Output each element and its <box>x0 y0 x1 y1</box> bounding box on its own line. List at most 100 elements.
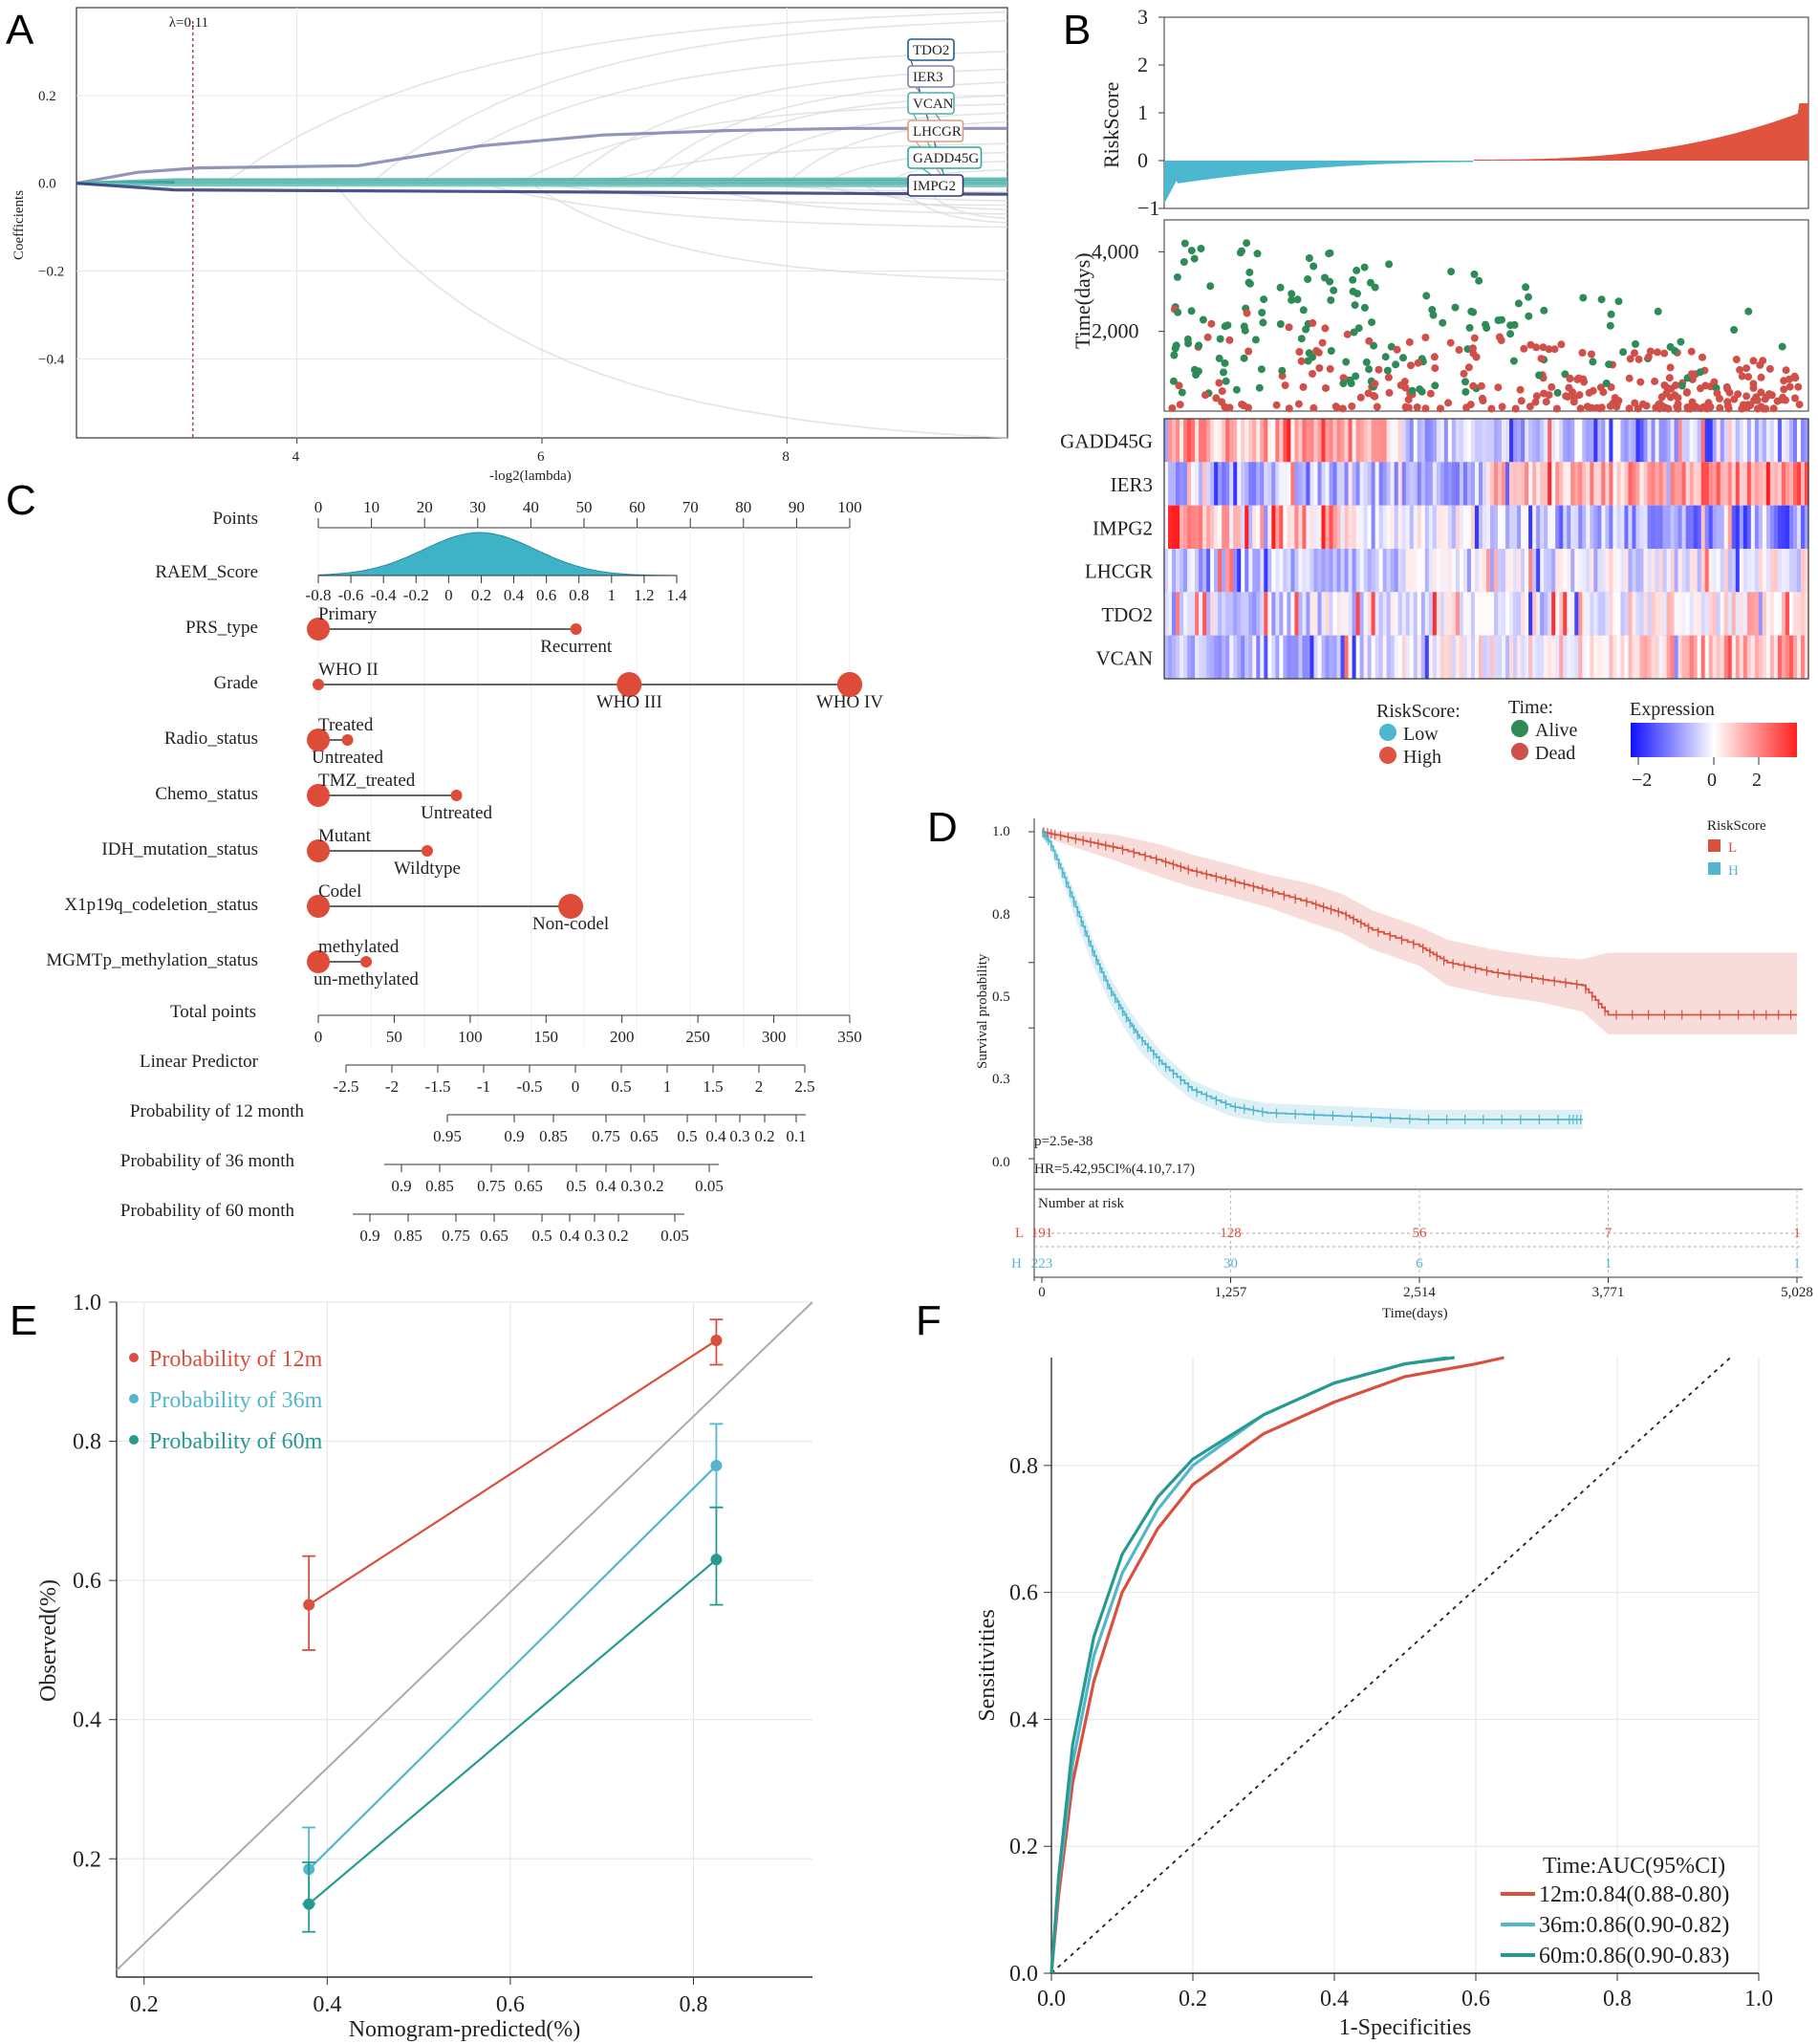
category-label-b: Non-codel <box>532 914 609 934</box>
heatmap-cell <box>1708 419 1714 463</box>
heatmap-cell <box>1586 505 1591 549</box>
heatmap-cell <box>1605 462 1610 506</box>
dead-point <box>1487 404 1496 413</box>
heatmap-cell <box>1180 505 1184 549</box>
dead-point <box>1309 403 1318 412</box>
dead-point <box>1631 349 1638 358</box>
heatmap-cell <box>1601 505 1606 549</box>
heatmap-cell <box>1451 549 1457 593</box>
dead-point <box>1749 380 1758 388</box>
dead-point <box>1223 404 1231 412</box>
dead-point <box>1672 381 1680 389</box>
heatmap-cell <box>1582 635 1587 679</box>
heatmap-cell <box>1490 549 1495 593</box>
heatmap-cell <box>1294 505 1300 549</box>
heatmap-cell <box>1455 462 1461 506</box>
heatmap-cell <box>1340 635 1346 679</box>
heatmap-cell <box>1470 462 1476 506</box>
heatmap-cell <box>1340 462 1346 506</box>
panel-label-e: E <box>10 1297 37 1344</box>
heatmap-cell <box>1329 635 1334 679</box>
heatmap-cell <box>1237 462 1242 506</box>
heatmap-cell <box>1225 462 1230 506</box>
heatmap-cell <box>1540 635 1545 679</box>
y-tick-label-b: 1 <box>1137 100 1148 124</box>
heatmap-cell <box>1332 419 1338 463</box>
heatmap-cell <box>1620 462 1626 506</box>
alive-point <box>1447 268 1456 276</box>
heatmap-cell <box>1559 592 1564 636</box>
alive-point <box>1677 381 1686 390</box>
heatmap-cell <box>1804 592 1809 636</box>
heatmap-cell <box>1666 462 1672 506</box>
heatmap-cell <box>1164 549 1169 593</box>
heatmap-cell <box>1540 592 1545 636</box>
heatmap-cell <box>1685 549 1691 593</box>
heatmap-cell <box>1612 549 1617 593</box>
heatmap-row-label: TDO2 <box>1101 603 1153 626</box>
heatmap-cell <box>1781 505 1786 549</box>
heatmap-cell <box>1206 635 1211 679</box>
heatmap-cell <box>1723 419 1729 463</box>
alive-point <box>1288 290 1296 298</box>
x-tick-label-e: 0.8 <box>679 1992 707 2017</box>
heatmap-cell <box>1716 462 1721 506</box>
calibration-line-1 <box>308 1465 718 1870</box>
heatmap-cell <box>1313 419 1319 463</box>
category-dot-a <box>307 895 330 918</box>
dead-point <box>1431 364 1439 373</box>
alive-point <box>1276 283 1285 292</box>
total-tick-label: 200 <box>610 1028 635 1046</box>
dead-point <box>1575 391 1584 400</box>
heatmap-cell <box>1313 462 1319 506</box>
alive-point <box>1614 297 1623 306</box>
heatmap-cell <box>1374 505 1380 549</box>
heatmap-cell <box>1758 635 1764 679</box>
heatmap-cell <box>1544 635 1548 679</box>
heatmap-cell <box>1424 462 1430 506</box>
heatmap-cell <box>1336 635 1342 679</box>
heatmap-cell <box>1424 635 1430 679</box>
heatmap-cell <box>1470 505 1476 549</box>
category-label-a: Mutant <box>318 826 372 846</box>
heatmap-cell <box>1386 549 1392 593</box>
heatmap-cell <box>1462 505 1468 549</box>
alive-point <box>1365 365 1374 374</box>
alive-point <box>1180 239 1189 248</box>
heatmap-cell <box>1222 635 1226 679</box>
heatmap-cell <box>1241 592 1245 636</box>
dead-point <box>1356 393 1365 402</box>
heatmap-cell <box>1685 505 1691 549</box>
heatmap-cell <box>1302 549 1308 593</box>
heatmap-cell <box>1233 549 1238 593</box>
heatmap-cell <box>1689 462 1695 506</box>
heatmap-cell <box>1635 592 1641 636</box>
heatmap-cell <box>1601 462 1606 506</box>
heatmap-cell <box>1593 505 1598 549</box>
heatmap-cell <box>1754 635 1760 679</box>
heatmap-cell <box>1788 419 1794 463</box>
heatmap-cell <box>1332 635 1338 679</box>
heatmap-cell <box>1624 549 1630 593</box>
alive-point <box>1243 239 1251 248</box>
y-tick-label-e: 0.2 <box>73 1847 101 1872</box>
heatmap-cell <box>1202 462 1207 506</box>
dead-point <box>1511 404 1520 413</box>
legend-alive-dot <box>1511 720 1528 737</box>
gene-box-vcan <box>907 92 955 115</box>
prob-tick-label: 0.3 <box>729 1127 749 1145</box>
alive-point <box>1236 249 1244 257</box>
heatmap-cell <box>1498 462 1503 506</box>
alive-point <box>1342 358 1351 366</box>
heatmap-cell <box>1183 505 1188 549</box>
heatmap-cell <box>1609 549 1613 593</box>
heatmap-cell <box>1439 462 1445 506</box>
heatmap-cell <box>1490 505 1495 549</box>
dead-point <box>1212 394 1221 402</box>
heatmap-cell <box>1195 635 1200 679</box>
km-y-tick-label: 0.8 <box>992 907 1010 923</box>
heatmap-cell <box>1502 462 1506 506</box>
heatmap-cell <box>1670 419 1676 463</box>
dead-point <box>1780 385 1788 394</box>
heatmap-cell <box>1302 592 1308 636</box>
